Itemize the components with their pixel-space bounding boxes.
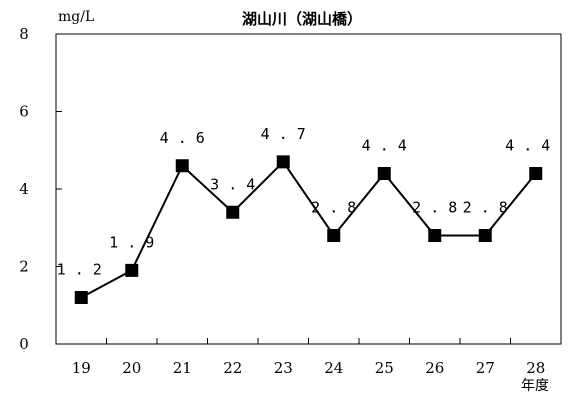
data-point (175, 159, 189, 173)
data-point (226, 205, 240, 219)
x-tick-label: 19 (72, 359, 91, 377)
data-label: 4 . 4 (505, 137, 550, 155)
data-label: 1 . 9 (109, 233, 154, 251)
data-label: 2 . 8 (412, 199, 457, 217)
data-point (125, 263, 139, 277)
data-label: 4 . 7 (261, 125, 306, 143)
data-markers (74, 155, 543, 304)
plot-frame (55, 33, 562, 345)
x-tick-label: 21 (173, 359, 192, 377)
data-point (276, 155, 290, 169)
y-tick-label: 8 (19, 25, 29, 43)
x-tick-label: 28 (526, 359, 545, 377)
data-label: 4 . 6 (160, 129, 205, 147)
series-line-group (80, 160, 537, 299)
x-tick-label: 25 (375, 359, 394, 377)
y-tick-label: 2 (19, 258, 29, 276)
data-point (478, 229, 492, 242)
x-tick-label: 24 (324, 359, 343, 377)
y-axis: 0 2 4 6 8 (19, 25, 62, 353)
x-axis: 19 20 21 22 23 24 25 26 27 28 (55, 338, 562, 377)
y-axis-unit-label: mg/L (58, 9, 94, 25)
data-point (377, 167, 391, 180)
data-label: 2 . 8 (463, 199, 508, 217)
data-labels: 1 . 2 1 . 9 4 . 6 3 . 4 4 . 7 2 . 8 4 . 4 2 . 8… (57, 125, 551, 279)
data-point (529, 167, 543, 180)
y-tick-label: 0 (19, 335, 29, 353)
y-tick-label: 6 (19, 103, 29, 121)
y-tick-label: 4 (19, 180, 29, 198)
data-label: 4 . 4 (362, 137, 407, 155)
x-tick-label: 23 (274, 359, 293, 377)
x-axis-unit-label: 年度 (521, 378, 549, 394)
data-point (327, 229, 341, 242)
series-line (80, 160, 537, 299)
chart-title: 湖山川（湖山橋） (242, 10, 362, 28)
data-label: 1 . 2 (57, 261, 102, 279)
x-tick-label: 22 (223, 359, 242, 377)
x-tick-label: 27 (476, 359, 495, 377)
data-label: 2 . 8 (311, 199, 356, 217)
data-point (428, 229, 442, 242)
data-point (74, 291, 88, 304)
x-tick-label: 20 (122, 359, 141, 377)
x-tick-label: 26 (425, 359, 444, 377)
data-label: 3 . 4 (210, 175, 255, 193)
